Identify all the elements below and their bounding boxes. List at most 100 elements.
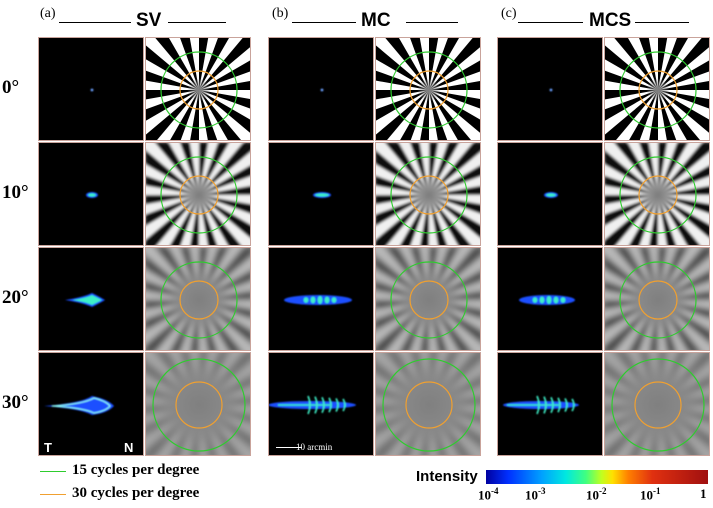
star-tile xyxy=(375,142,481,246)
star-center-blur xyxy=(646,78,670,102)
psf-tile xyxy=(38,352,144,456)
circle-30cpd xyxy=(638,175,678,215)
colorbar-tick-label: 10-1 xyxy=(640,486,661,503)
psf-spot xyxy=(320,88,324,92)
siemens-star xyxy=(146,248,250,350)
panel-letter: (a) xyxy=(40,6,56,21)
legend-label-30cpd: 30 cycles per degree xyxy=(72,485,200,501)
circle-15cpd xyxy=(160,261,238,339)
psf-plot xyxy=(519,295,575,305)
star-image xyxy=(605,38,709,140)
psf-spot xyxy=(86,192,98,198)
star-tile xyxy=(145,37,251,141)
psf-plot xyxy=(90,88,94,92)
psf-spot xyxy=(313,192,331,198)
psf-spot xyxy=(44,396,114,415)
circle-30cpd xyxy=(638,280,678,320)
circle-30cpd xyxy=(409,175,449,215)
star-image xyxy=(376,248,480,350)
psf-tile xyxy=(497,247,603,351)
star-image xyxy=(605,248,709,350)
star-image xyxy=(376,143,480,245)
psf-tile xyxy=(268,352,374,456)
temporal-label: T xyxy=(44,440,52,455)
star-center-blur xyxy=(179,175,219,215)
star-image xyxy=(146,353,250,455)
circle-30cpd xyxy=(634,381,682,429)
star-image xyxy=(376,38,480,140)
star-tile xyxy=(604,37,710,141)
psf-tile xyxy=(497,142,603,246)
star-tile xyxy=(145,247,251,351)
star-center-blur xyxy=(187,78,211,102)
star-center-blur xyxy=(399,270,459,330)
star-tile xyxy=(375,352,481,456)
circle-15cpd xyxy=(382,358,476,452)
star-center-blur xyxy=(409,175,449,215)
group-title: SV xyxy=(132,11,166,31)
psf-plot xyxy=(284,295,352,305)
psf-spot xyxy=(549,88,553,92)
legend-label-15cpd: 15 cycles per degree xyxy=(72,462,200,478)
colorbar xyxy=(486,470,708,484)
star-center-blur xyxy=(638,175,678,215)
circle-30cpd xyxy=(405,381,453,429)
psf-tile xyxy=(268,247,374,351)
circle-15cpd xyxy=(619,156,697,234)
psf-spot xyxy=(503,395,579,415)
legend-line-15cpd xyxy=(40,471,66,472)
star-center-blur xyxy=(159,365,239,445)
angle-label: 0° xyxy=(2,77,20,98)
star-center-blur xyxy=(169,270,229,330)
circle-30cpd xyxy=(409,70,449,110)
psf-spot xyxy=(90,88,94,92)
circle-15cpd xyxy=(619,261,697,339)
psf-plot xyxy=(320,88,324,92)
siemens-star xyxy=(376,38,480,140)
star-tile xyxy=(604,352,710,456)
star-tile xyxy=(604,142,710,246)
angle-label: 30° xyxy=(2,392,29,413)
star-image xyxy=(146,143,250,245)
circle-15cpd xyxy=(390,156,468,234)
star-center-blur xyxy=(628,270,688,330)
colorbar-tick-label: 1 xyxy=(700,486,707,501)
circle-15cpd xyxy=(390,261,468,339)
colorbar-tick-label: 10-3 xyxy=(525,486,546,503)
star-image xyxy=(605,143,709,245)
colorbar-title: Intensity xyxy=(416,468,478,485)
circle-15cpd xyxy=(390,51,468,129)
panel-letter: (b) xyxy=(272,6,289,21)
star-tile xyxy=(145,352,251,456)
angle-label: 10° xyxy=(2,182,29,203)
psf-spot xyxy=(519,295,575,305)
star-image xyxy=(605,353,709,455)
psf-tile xyxy=(38,142,144,246)
scale-bar-label: 10 arcmin xyxy=(296,442,333,452)
star-tile xyxy=(145,142,251,246)
circle-30cpd xyxy=(179,280,219,320)
psf-tile xyxy=(497,352,603,456)
legend: 15 cycles per degree 30 cycles per degre… xyxy=(38,462,278,506)
circle-30cpd xyxy=(179,70,219,110)
psf-spot xyxy=(65,293,105,307)
circle-30cpd xyxy=(638,70,678,110)
star-tile xyxy=(604,247,710,351)
legend-line-30cpd xyxy=(40,494,66,495)
star-image xyxy=(376,353,480,455)
psf-tile xyxy=(268,142,374,246)
star-image xyxy=(146,38,250,140)
psf-plot xyxy=(269,395,356,415)
psf-tile xyxy=(38,247,144,351)
star-center-blur xyxy=(618,365,698,445)
psf-tile xyxy=(268,37,374,141)
psf-spot xyxy=(544,192,558,198)
circle-30cpd xyxy=(409,280,449,320)
psf-tile xyxy=(38,37,144,141)
circle-15cpd xyxy=(152,358,246,452)
colorbar-tick-label: 10-2 xyxy=(586,486,607,503)
psf-plot xyxy=(313,192,331,198)
psf-plot xyxy=(86,192,98,198)
psf-plot xyxy=(544,192,558,198)
star-center-blur xyxy=(417,78,441,102)
